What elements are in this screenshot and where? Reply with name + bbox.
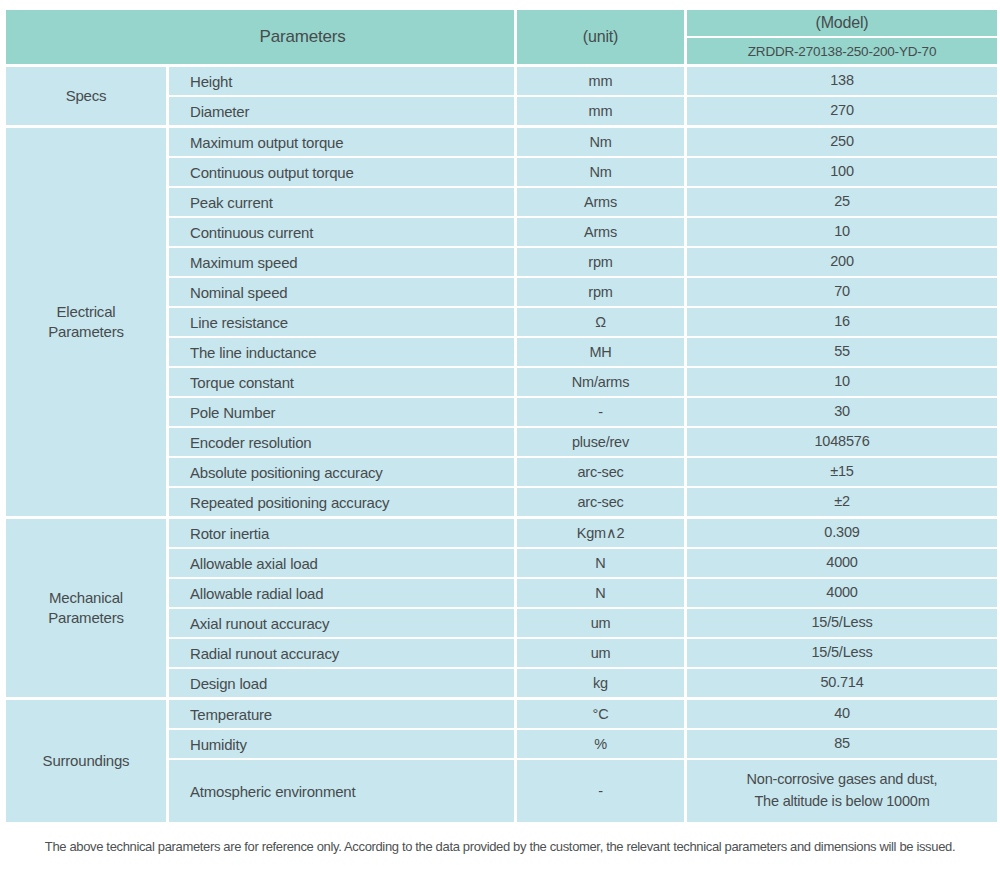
value-cell: 4000 (686, 578, 999, 608)
param-cell: Diameter (168, 96, 516, 127)
unit-cell: Nm/arms (516, 367, 686, 397)
unit-cell: Ω (516, 307, 686, 337)
param-cell: Allowable axial load (168, 548, 516, 578)
value-cell: 270 (686, 96, 999, 127)
param-cell: Absolute positioning accuracy (168, 457, 516, 487)
value-cell: 70 (686, 277, 999, 307)
unit-cell: MH (516, 337, 686, 367)
unit-cell: kg (516, 668, 686, 699)
value-cell: 1048576 (686, 427, 999, 457)
value-cell: 0.309 (686, 518, 999, 549)
unit-cell: rpm (516, 277, 686, 307)
value-cell: Non-corrosive gases and dust, The altitu… (686, 759, 999, 823)
param-cell: Atmospheric environment (168, 759, 516, 823)
value-cell: 250 (686, 127, 999, 158)
param-cell: The line inductance (168, 337, 516, 367)
unit-cell: Arms (516, 217, 686, 247)
footnote: The above technical parameters are for r… (3, 839, 997, 854)
value-cell: 85 (686, 729, 999, 759)
param-cell: Repeated positioning accuracy (168, 487, 516, 518)
section-label-surroundings: Surroundings (5, 699, 168, 824)
param-cell: Peak current (168, 187, 516, 217)
unit-cell: - (516, 759, 686, 823)
param-cell: Design load (168, 668, 516, 699)
value-cell: 40 (686, 699, 999, 730)
section-label-mechanical-parameters: Mechanical Parameters (5, 518, 168, 699)
param-cell: Radial runout accuracy (168, 638, 516, 668)
unit-header: (unit) (516, 9, 686, 66)
value-cell: 15/5/Less (686, 608, 999, 638)
unit-cell: Nm (516, 127, 686, 158)
unit-cell: pluse/rev (516, 427, 686, 457)
param-cell: Temperature (168, 699, 516, 730)
value-cell: 50.714 (686, 668, 999, 699)
param-cell: Allowable radial load (168, 578, 516, 608)
unit-cell: N (516, 578, 686, 608)
unit-cell: mm (516, 66, 686, 97)
unit-cell: um (516, 638, 686, 668)
param-cell: Maximum output torque (168, 127, 516, 158)
section-label-electrical-parameters: Electrical Parameters (5, 127, 168, 518)
model-number: ZRDDR-270138-250-200-YD-70 (686, 37, 999, 66)
page: Parameters (unit) (Model) ZRDDR-270138-2… (0, 0, 1000, 854)
table-body: SpecsHeightmm138Diametermm270Electrical … (5, 66, 999, 824)
value-cell: 55 (686, 337, 999, 367)
table-header: Parameters (unit) (Model) ZRDDR-270138-2… (5, 9, 999, 66)
unit-cell: arc-sec (516, 487, 686, 518)
value-cell: 25 (686, 187, 999, 217)
param-cell: Line resistance (168, 307, 516, 337)
value-cell: 10 (686, 217, 999, 247)
value-cell: 10 (686, 367, 999, 397)
param-cell: Axial runout accuracy (168, 608, 516, 638)
unit-cell: arc-sec (516, 457, 686, 487)
param-cell: Height (168, 66, 516, 97)
model-header: (Model) (686, 9, 999, 37)
unit-cell: Nm (516, 157, 686, 187)
parameters-table: Parameters (unit) (Model) ZRDDR-270138-2… (3, 8, 1000, 824)
param-cell: Humidity (168, 729, 516, 759)
param-cell: Continuous output torque (168, 157, 516, 187)
unit-cell: % (516, 729, 686, 759)
table-row: Mechanical ParametersRotor inertiaKgm∧20… (5, 518, 999, 549)
param-cell: Torque constant (168, 367, 516, 397)
parameters-header: Parameters (5, 9, 516, 66)
unit-cell: mm (516, 96, 686, 127)
value-cell: 4000 (686, 548, 999, 578)
param-cell: Nominal speed (168, 277, 516, 307)
section-label-specs: Specs (5, 66, 168, 127)
unit-cell: rpm (516, 247, 686, 277)
table-row: SpecsHeightmm138 (5, 66, 999, 97)
value-cell: 15/5/Less (686, 638, 999, 668)
param-cell: Pole Number (168, 397, 516, 427)
unit-cell: - (516, 397, 686, 427)
param-cell: Encoder resolution (168, 427, 516, 457)
value-cell: ±2 (686, 487, 999, 518)
table-row: Electrical ParametersMaximum output torq… (5, 127, 999, 158)
value-cell: 138 (686, 66, 999, 97)
unit-cell: um (516, 608, 686, 638)
value-cell: 30 (686, 397, 999, 427)
value-cell: 16 (686, 307, 999, 337)
unit-cell: N (516, 548, 686, 578)
value-cell: ±15 (686, 457, 999, 487)
unit-cell: °C (516, 699, 686, 730)
value-cell: 100 (686, 157, 999, 187)
param-cell: Continuous current (168, 217, 516, 247)
param-cell: Maximum speed (168, 247, 516, 277)
param-cell: Rotor inertia (168, 518, 516, 549)
unit-cell: Arms (516, 187, 686, 217)
table-row: SurroundingsTemperature°C40 (5, 699, 999, 730)
unit-cell: Kgm∧2 (516, 518, 686, 549)
value-cell: 200 (686, 247, 999, 277)
